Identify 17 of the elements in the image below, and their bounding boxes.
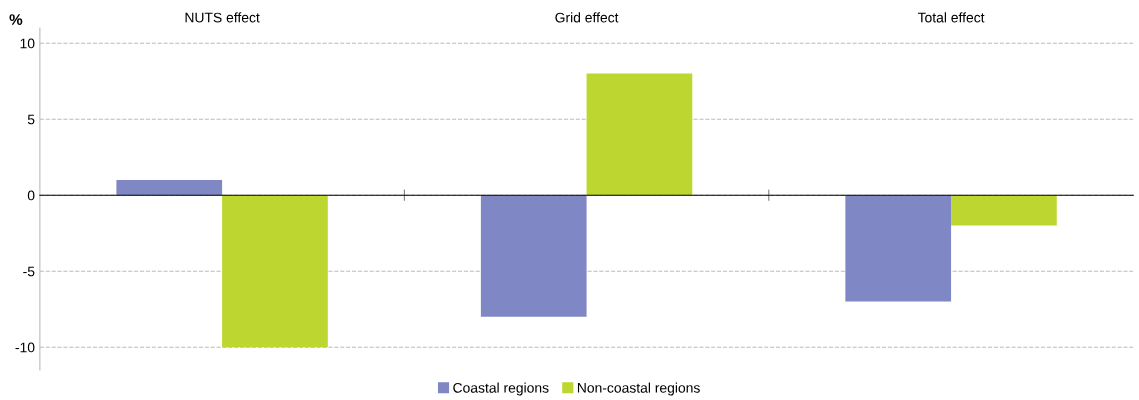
y-tick-label: -5 — [23, 266, 35, 277]
y-tick-label: 0 — [27, 190, 35, 201]
y-tick-label: -10 — [15, 342, 35, 353]
bar — [845, 195, 952, 302]
bar — [222, 195, 328, 348]
y-tick-label: 10 — [20, 38, 35, 49]
y-axis-title: % — [9, 14, 23, 25]
y-tick-label: 5 — [27, 114, 35, 125]
bar — [480, 195, 587, 317]
bar — [951, 195, 1057, 226]
legend-label: Coastal regions — [453, 382, 549, 396]
bar — [116, 180, 223, 196]
bar — [586, 73, 693, 196]
x-tick-label: NUTS effect — [185, 12, 260, 23]
x-tick-label: Total effect — [917, 12, 985, 23]
legend-label: Non-coastal regions — [577, 382, 700, 396]
x-tick-label: Grid effect — [555, 12, 619, 23]
